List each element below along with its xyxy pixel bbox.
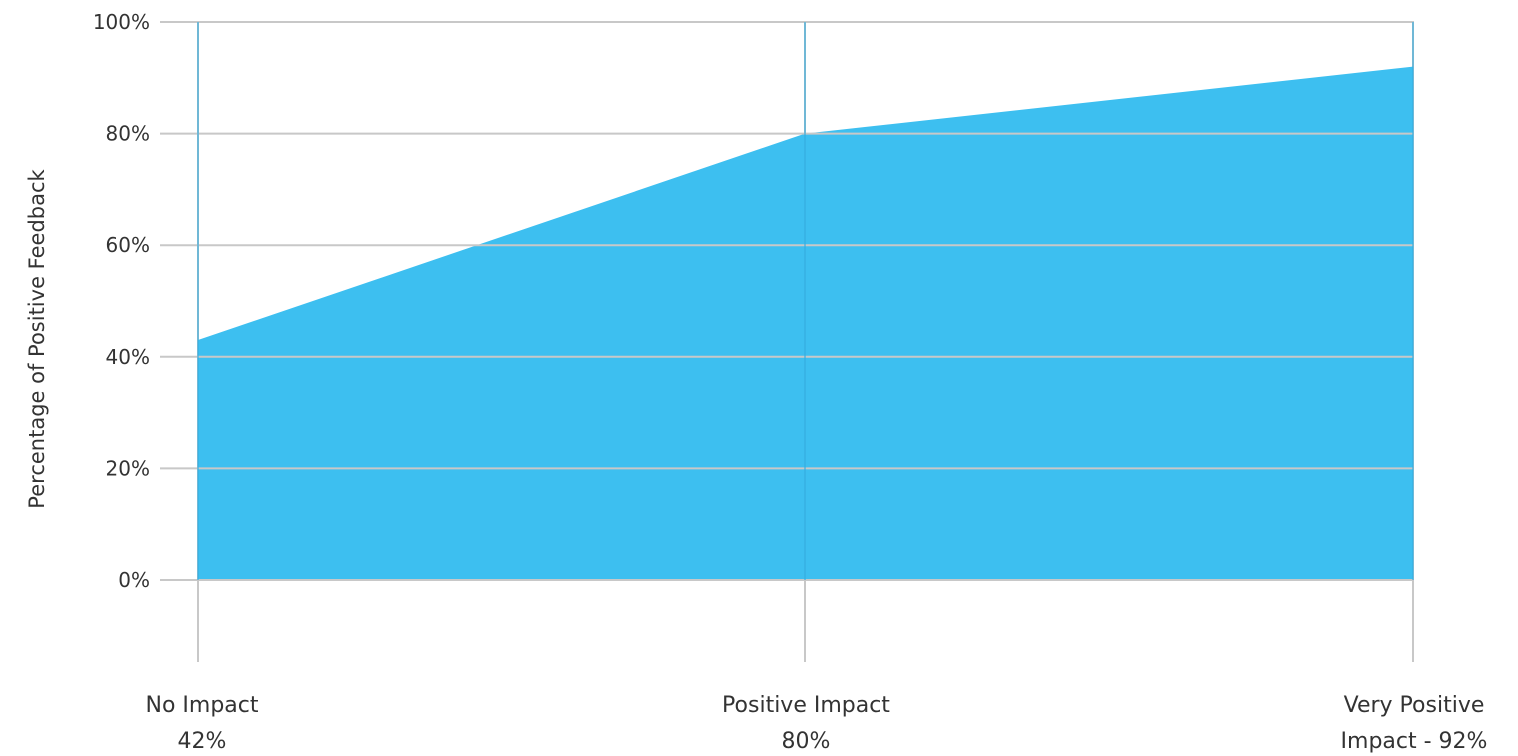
y-tick-label: 20%	[106, 456, 150, 480]
y-tick-labels: 0% 20% 40% 60% 80% 100%	[93, 10, 150, 592]
x-category-value-label: 80%	[782, 729, 831, 754]
x-category-label: Positive Impact	[722, 693, 890, 718]
y-tick-label: 0%	[118, 568, 150, 592]
x-category-labels: No Impact 42% Positive Impact 80% Very Posit…	[146, 693, 1488, 754]
y-tick-label: 80%	[106, 122, 150, 146]
x-category-label: No Impact	[146, 693, 259, 718]
x-category-value-label: Impact - 92%	[1341, 729, 1488, 754]
x-category-value-label: 42%	[178, 729, 227, 754]
series-area	[160, 21, 1414, 581]
y-tick-label: 60%	[106, 233, 150, 257]
y-tick-label: 100%	[93, 10, 150, 34]
y-axis-title: Percentage of Positive Feedback	[25, 168, 49, 508]
y-tick-label: 40%	[106, 345, 150, 369]
x-category-label: Very Positive	[1344, 693, 1485, 718]
